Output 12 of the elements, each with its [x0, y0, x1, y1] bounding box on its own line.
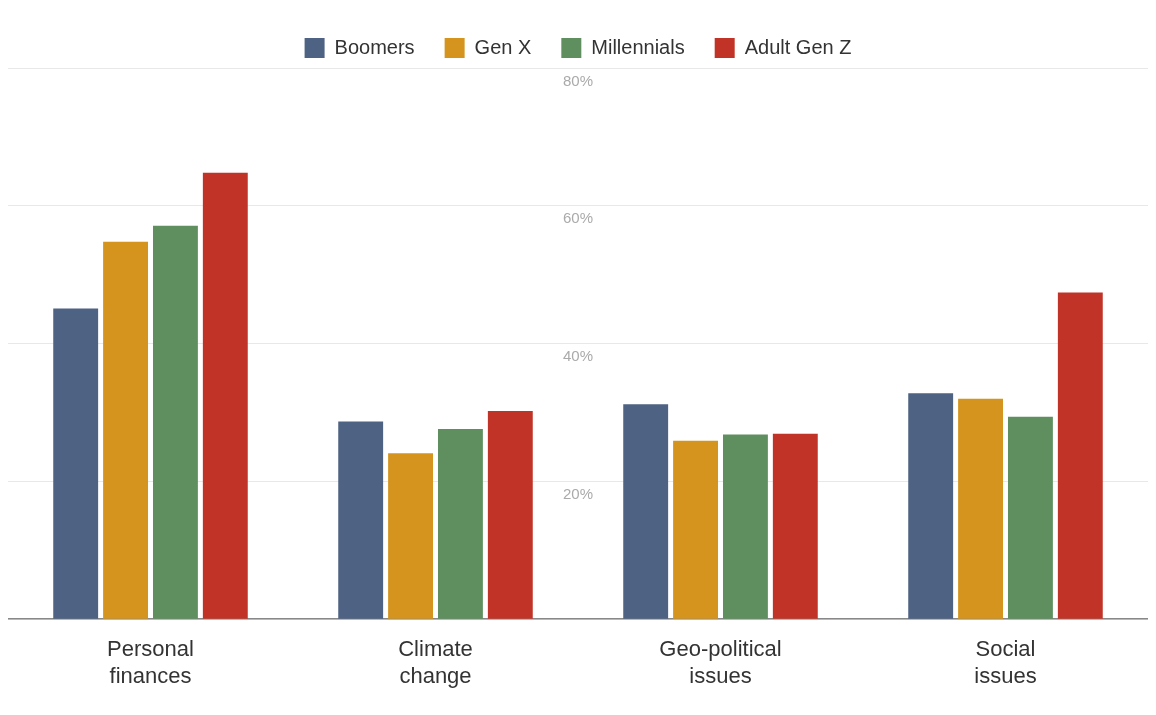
- legend-label: Boomers: [334, 35, 415, 58]
- y-tick-label: 60%: [562, 209, 594, 227]
- x-tick-label: Personal finances: [107, 636, 194, 688]
- legend-label: Millennials: [591, 35, 685, 58]
- legend-label: Gen X: [474, 35, 532, 58]
- x-tick-label: Climate change: [398, 636, 473, 688]
- x-tick-label: Social issues: [974, 636, 1037, 688]
- y-tick-label: 20%: [562, 485, 594, 503]
- x-tick-label: Geo-political issues: [659, 636, 782, 688]
- legend-label: Adult Gen Z: [744, 35, 852, 58]
- y-tick-label: 40%: [562, 347, 594, 365]
- y-tick-label: 80%: [562, 71, 594, 89]
